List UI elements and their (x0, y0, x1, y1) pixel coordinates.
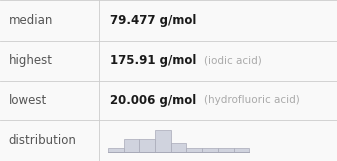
Bar (155, 130, 171, 152)
Bar (218, 148, 234, 152)
Text: highest: highest (8, 54, 53, 67)
Bar (234, 148, 249, 152)
Bar (139, 139, 155, 152)
Text: 79.477 g/mol: 79.477 g/mol (110, 14, 196, 27)
Text: distribution: distribution (8, 134, 76, 147)
Text: lowest: lowest (8, 94, 47, 107)
Text: 175.91 g/mol: 175.91 g/mol (110, 54, 196, 67)
Text: median: median (8, 14, 53, 27)
Bar (108, 148, 124, 152)
Text: (hydrofluoric acid): (hydrofluoric acid) (204, 95, 300, 105)
Bar (186, 148, 202, 152)
Text: 20.006 g/mol: 20.006 g/mol (110, 94, 196, 107)
Bar (124, 139, 139, 152)
Bar (202, 148, 218, 152)
Text: (iodic acid): (iodic acid) (204, 56, 262, 66)
Bar (171, 143, 186, 152)
